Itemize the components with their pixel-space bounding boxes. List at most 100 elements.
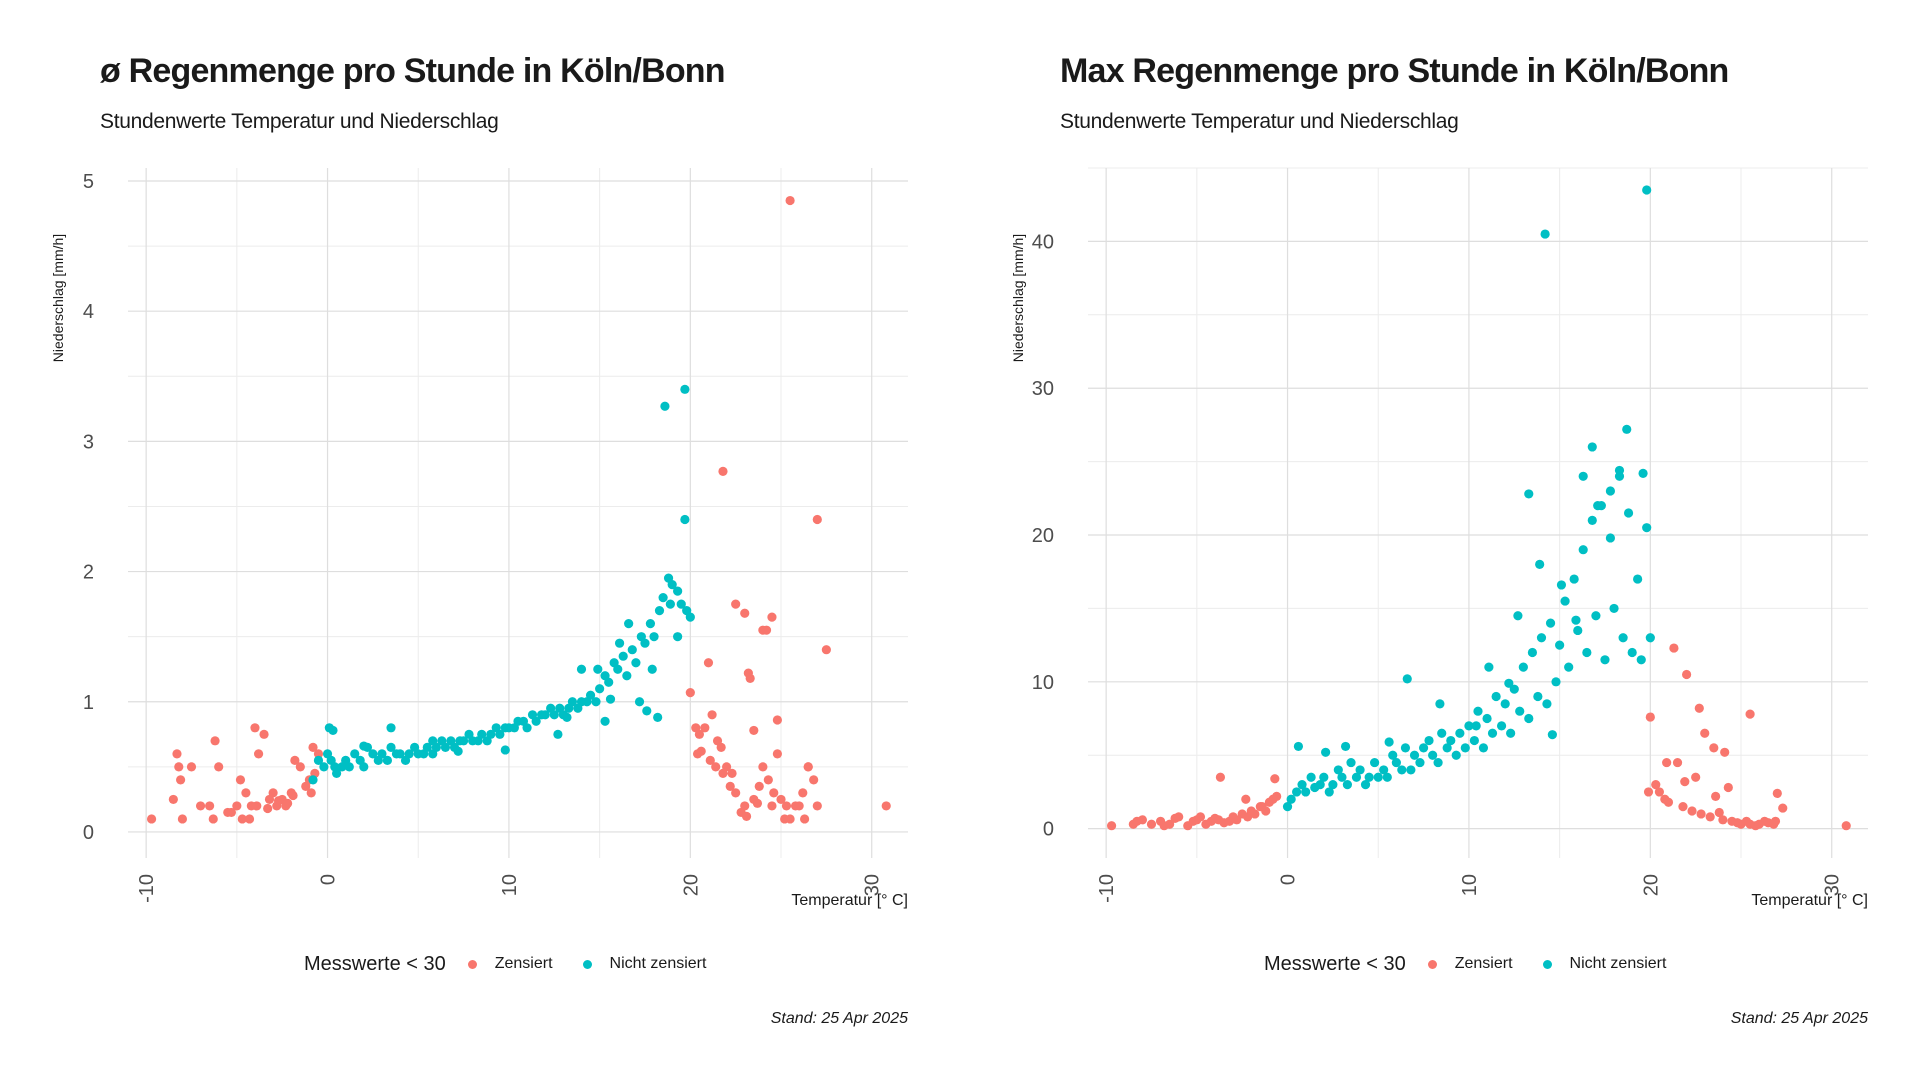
data-point-nicht-zensiert [1571, 615, 1581, 625]
data-point-zensiert [1691, 772, 1701, 782]
data-point-zensiert [749, 725, 759, 736]
data-point-zensiert [1662, 757, 1672, 768]
data-point-zensiert [767, 801, 777, 811]
data-point-nicht-zensiert [567, 697, 578, 707]
data-point-zensiert [232, 801, 242, 811]
data-point-nicht-zensiert [368, 749, 378, 759]
data-point-nicht-zensiert [1473, 706, 1483, 716]
data-point-nicht-zensiert [453, 746, 463, 756]
data-point-nicht-zensiert [1622, 424, 1632, 434]
data-point-nicht-zensiert [386, 742, 396, 752]
data-point-nicht-zensiert [1614, 465, 1625, 476]
data-point-nicht-zensiert [377, 749, 387, 759]
data-point-nicht-zensiert [642, 706, 652, 716]
legend-item-zensiert: Zensiert [467, 955, 553, 973]
data-point-nicht-zensiert [1535, 559, 1545, 569]
data-point-nicht-zensiert [1397, 765, 1407, 775]
x-tick-label: 10 [499, 874, 521, 896]
data-point-nicht-zensiert [1346, 757, 1356, 768]
data-point-nicht-zensiert [1623, 508, 1634, 518]
data-point-nicht-zensiert [1560, 596, 1570, 606]
data-point-nicht-zensiert [1409, 750, 1420, 760]
data-point-nicht-zensiert [1551, 677, 1561, 687]
data-point-nicht-zensiert [647, 664, 657, 674]
y-tick-label: 5 [83, 171, 94, 193]
data-point-nicht-zensiert [1609, 603, 1619, 614]
data-point-zensiert [821, 645, 831, 655]
data-point-nicht-zensiert [1591, 611, 1601, 621]
data-point-nicht-zensiert [658, 593, 668, 603]
data-point-zensiert [685, 688, 695, 698]
data-point-zensiert [1106, 821, 1117, 831]
data-point-nicht-zensiert [1337, 772, 1347, 782]
chart-subtitle: Stundenwerte Temperatur und Niederschlag [1060, 110, 1459, 133]
data-point-nicht-zensiert [1556, 580, 1567, 590]
data-point-nicht-zensiert [676, 599, 686, 609]
data-point-zensiert [763, 775, 773, 785]
data-point-nicht-zensiert [1524, 713, 1534, 724]
chart-panel-average: ø Regenmenge pro Stunde in Köln/Bonn Stu… [50, 52, 908, 1027]
data-point-nicht-zensiert [1315, 779, 1325, 790]
data-point-nicht-zensiert [308, 775, 318, 785]
data-point-nicht-zensiert [1342, 779, 1352, 790]
data-point-nicht-zensiert [1545, 618, 1556, 628]
data-point-zensiert [1772, 788, 1782, 799]
data-point-nicht-zensiert [654, 606, 665, 616]
data-point-zensiert [785, 814, 795, 824]
data-point-nicht-zensiert [428, 736, 438, 746]
data-point-nicht-zensiert [344, 762, 354, 772]
data-point-zensiert [1669, 643, 1679, 653]
data-point-zensiert [205, 801, 215, 811]
data-point-nicht-zensiert [319, 762, 329, 772]
data-point-zensiert [1645, 712, 1655, 722]
legend-title: Messwerte < 30 [1264, 952, 1406, 975]
data-point-zensiert [244, 814, 255, 824]
data-point-nicht-zensiert [540, 710, 550, 720]
x-tick-label: -10 [1096, 874, 1118, 903]
legend-label: Nicht zensiert [609, 955, 707, 972]
data-point-nicht-zensiert [359, 762, 369, 772]
x-tick-label: -10 [136, 874, 158, 903]
data-point-nicht-zensiert [522, 723, 532, 733]
data-point-nicht-zensiert [614, 638, 625, 648]
data-point-nicht-zensiert [645, 619, 656, 629]
data-point-zensiert [803, 762, 813, 772]
data-point-zensiert [794, 801, 804, 811]
y-tick-label: 0 [83, 822, 94, 844]
y-tick-label: 40 [1032, 231, 1054, 253]
data-point-nicht-zensiert [1524, 489, 1534, 499]
data-point-nicht-zensiert [665, 599, 675, 609]
data-point-nicht-zensiert [673, 632, 683, 642]
data-point-nicht-zensiert [1600, 655, 1610, 665]
data-point-nicht-zensiert [1540, 229, 1550, 239]
data-point-nicht-zensiert [1469, 735, 1479, 746]
data-point-nicht-zensiert [1482, 713, 1492, 724]
data-point-zensiert [288, 790, 298, 801]
data-point-nicht-zensiert [1509, 684, 1519, 694]
data-point-nicht-zensiert [1351, 772, 1362, 782]
data-point-nicht-zensiert [1542, 699, 1552, 709]
data-point-nicht-zensiert [680, 384, 690, 394]
data-point-nicht-zensiert [1321, 747, 1331, 757]
data-point-zensiert [707, 710, 717, 720]
data-point-nicht-zensiert [667, 580, 677, 590]
data-point-zensiert [1705, 812, 1715, 822]
x-tick-label: 30 [862, 874, 884, 896]
data-point-nicht-zensiert [1527, 647, 1538, 658]
data-point-nicht-zensiert [359, 741, 369, 751]
data-point-zensiert [1682, 669, 1692, 680]
data-point-zensiert [1687, 806, 1697, 816]
data-point-nicht-zensiert [1487, 728, 1498, 738]
data-point-nicht-zensiert [613, 664, 623, 674]
data-point-nicht-zensiert [673, 586, 683, 596]
data-point-nicht-zensiert [1455, 728, 1465, 738]
data-point-zensiert [1241, 794, 1251, 804]
data-point-zensiert [1654, 787, 1664, 797]
data-point-zensiert [1215, 772, 1226, 782]
scatter-plot: -10 0 10 20 30 0 1 2 3 4 5 [83, 168, 908, 903]
data-point-nicht-zensiert [1555, 640, 1565, 650]
data-point-nicht-zensiert [1340, 741, 1351, 752]
data-point-nicht-zensiert [1605, 533, 1616, 543]
data-point-nicht-zensiert [350, 749, 360, 759]
data-point-nicht-zensiert [1384, 737, 1394, 747]
